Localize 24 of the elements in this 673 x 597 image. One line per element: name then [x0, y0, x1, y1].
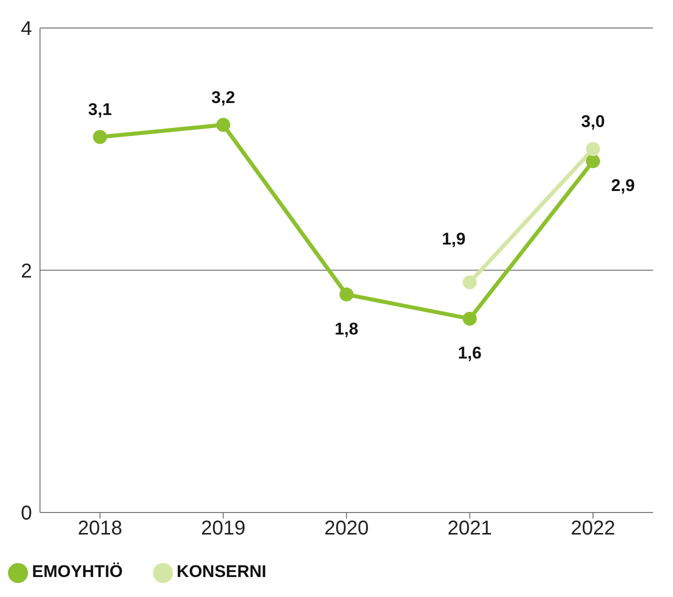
point — [462, 275, 477, 290]
point — [93, 130, 107, 144]
point — [340, 287, 354, 302]
x-tick-label: 2022 — [570, 518, 616, 540]
x-tick-label: 2020 — [324, 518, 369, 540]
point — [462, 312, 477, 326]
point — [586, 142, 600, 156]
data-label: 3,2 — [211, 88, 236, 107]
data-label: 1,9 — [442, 229, 466, 248]
data-label: 2,9 — [611, 176, 635, 196]
point — [586, 154, 600, 168]
data-label: 1,6 — [458, 344, 482, 363]
x-tick-label: 2021 — [448, 518, 492, 540]
y-tick-label: 4 — [20, 18, 32, 40]
y-tick-label: 0 — [20, 502, 32, 525]
x-tick-label: 2018 — [78, 518, 122, 540]
data-label: 3,0 — [581, 112, 605, 132]
point — [216, 118, 230, 132]
legend-label: KONSERNI — [176, 562, 266, 582]
x-tick-label: 2019 — [201, 518, 246, 540]
y-tick-label: 2 — [20, 260, 32, 282]
data-label: 1,8 — [334, 319, 358, 338]
data-label: 3,1 — [88, 100, 112, 120]
legend-label: EMOYHTIÖ — [32, 562, 123, 582]
